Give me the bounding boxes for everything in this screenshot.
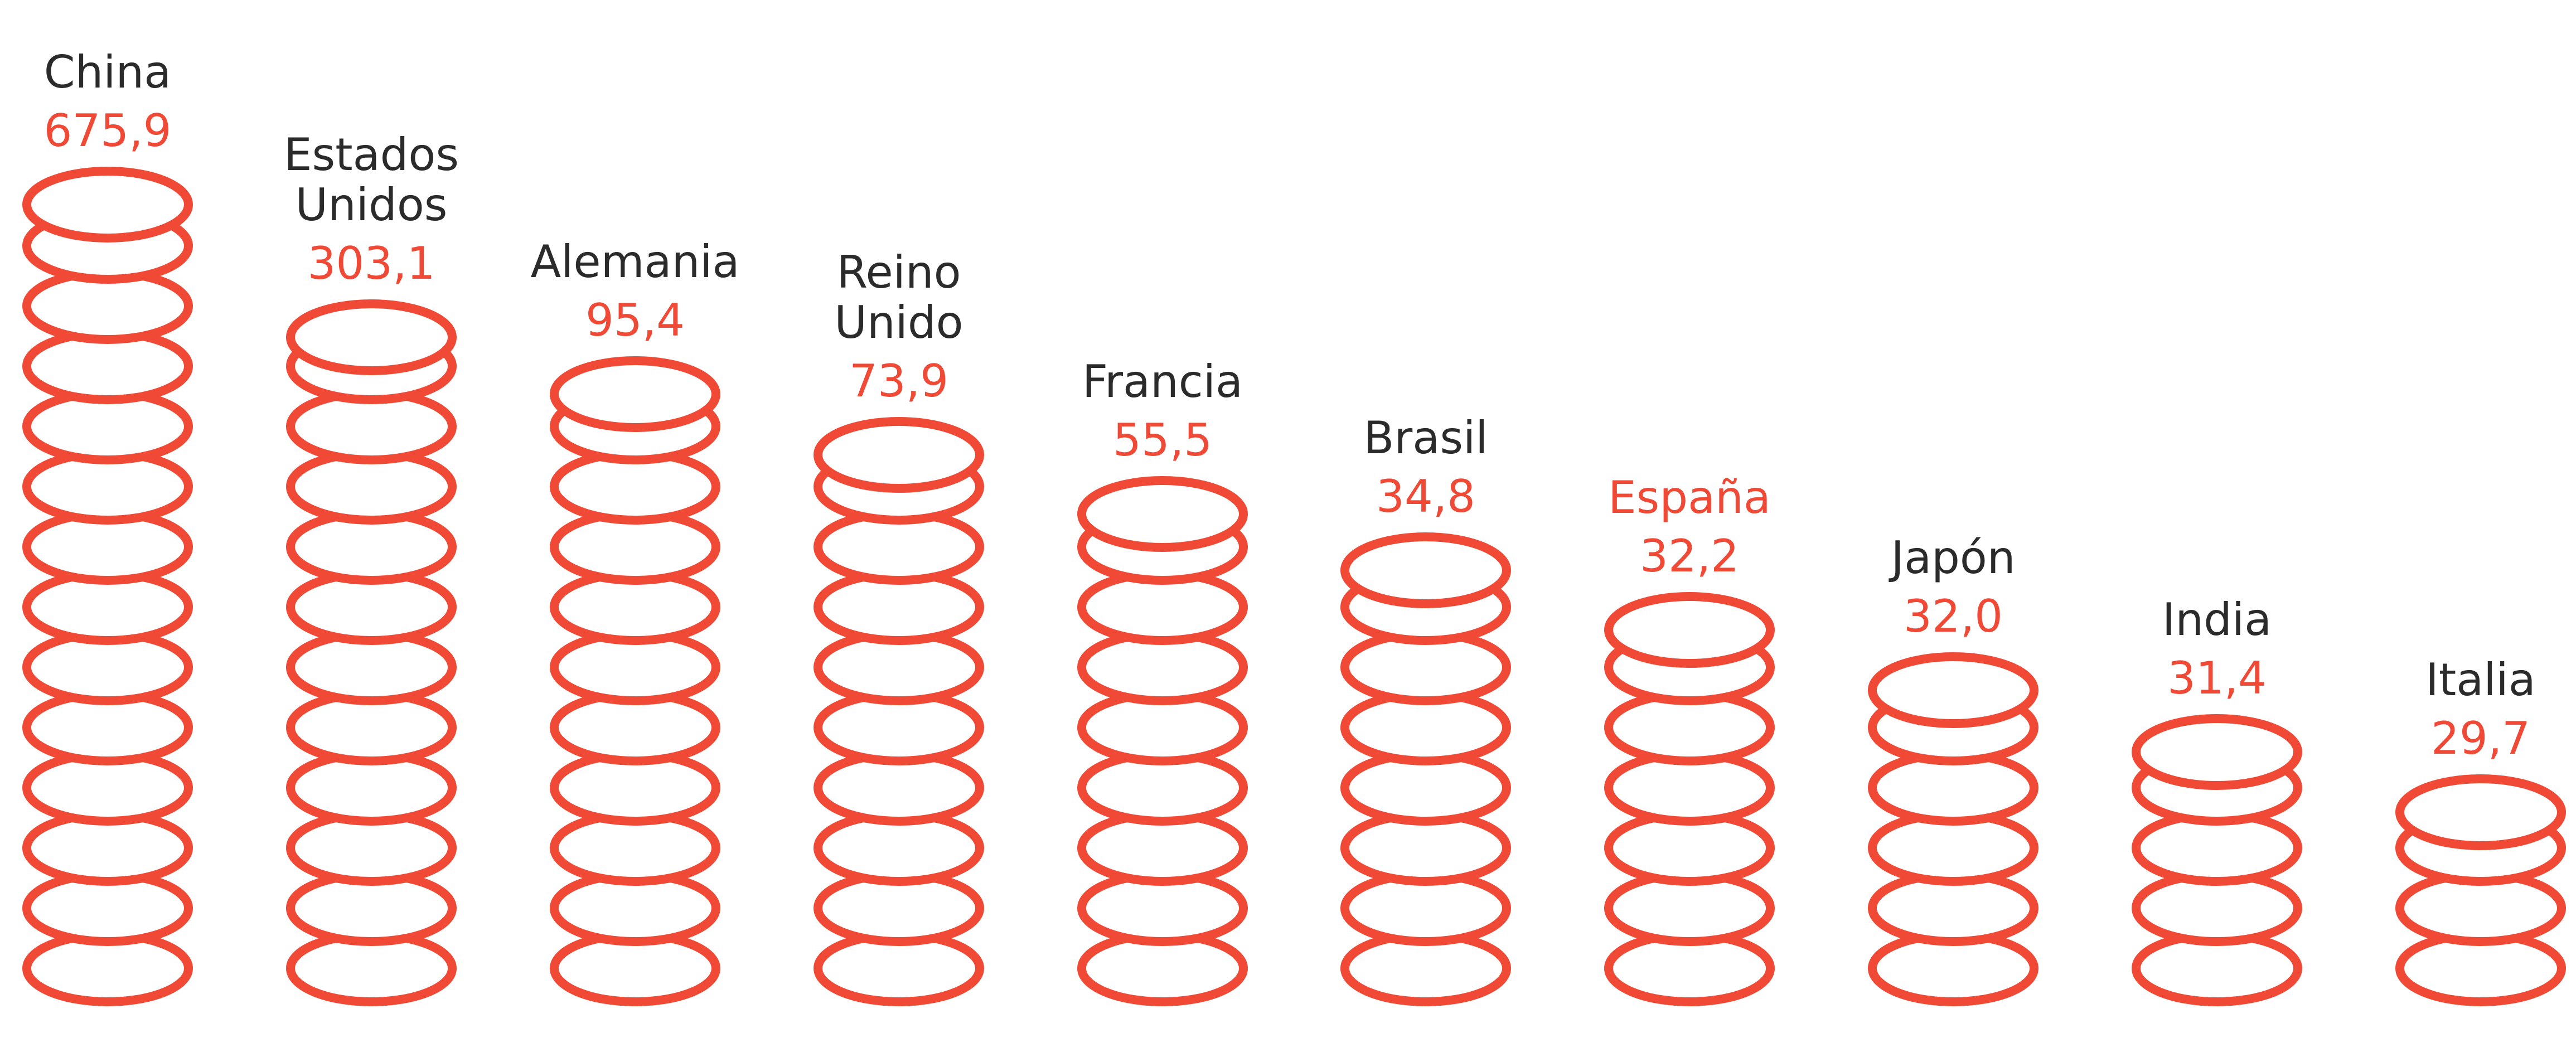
value-label: 32,0 (1904, 590, 2003, 642)
coin-stack-6 (1604, 592, 1775, 1006)
country-label: Unidos (296, 179, 448, 231)
coin (1604, 592, 1775, 668)
coin (286, 299, 457, 375)
country-label: Alemania (530, 236, 739, 288)
country-label: Italia (2425, 654, 2535, 706)
value-label: 34,8 (1376, 471, 1475, 522)
country-label: Japón (1888, 532, 2015, 584)
value-label: 73,9 (849, 355, 948, 407)
value-label: 95,4 (585, 294, 685, 346)
coin (2132, 714, 2302, 790)
coin-stack-8 (2132, 714, 2302, 1006)
value-label: 32,2 (1640, 530, 1739, 582)
coin (2395, 774, 2566, 850)
coin (814, 417, 984, 493)
value-label: 303,1 (307, 237, 435, 289)
country-label: India (2162, 594, 2272, 646)
coin-stack-0 (22, 167, 193, 1006)
coin-stack-1 (286, 299, 457, 1006)
coin (1340, 532, 1511, 608)
coin-stack-5 (1340, 532, 1511, 1006)
coin-stack-7 (1868, 652, 2038, 1006)
value-label: 675,9 (43, 105, 171, 157)
coin-stack-2 (550, 356, 720, 1006)
coin-stack-3 (814, 417, 984, 1006)
country-label: España (1608, 472, 1771, 523)
country-label: Estados (284, 129, 459, 181)
country-label: Unido (834, 297, 963, 348)
country-label: China (44, 46, 172, 98)
country-label: Brasil (1364, 412, 1488, 464)
coin (1077, 476, 1248, 552)
coin-stack-4 (1077, 476, 1248, 1006)
coin (550, 356, 720, 432)
coin (22, 167, 193, 243)
country-label: Reino (836, 246, 961, 298)
value-label: 31,4 (2167, 652, 2267, 704)
value-label: 29,7 (2431, 712, 2530, 764)
coin (1868, 652, 2038, 728)
value-label: 55,5 (1113, 414, 1212, 466)
country-label: Francia (1082, 356, 1243, 408)
coin-stack-9 (2395, 774, 2566, 1006)
